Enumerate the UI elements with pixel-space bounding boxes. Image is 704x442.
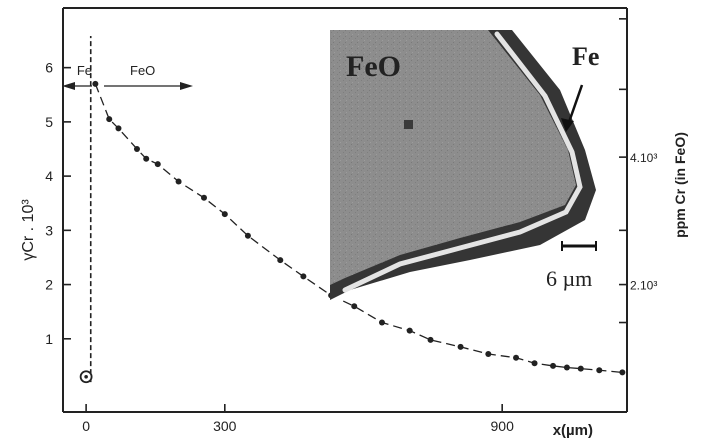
x-tick-label: 900 [491, 418, 515, 434]
fe-arrowhead [62, 82, 75, 90]
data-point [92, 80, 99, 87]
micrograph-inset: FeO Fe 6 µm [330, 30, 616, 300]
data-point [154, 161, 161, 168]
data-point [550, 362, 557, 369]
interface-point [79, 370, 93, 384]
data-point [221, 211, 228, 218]
y2-tick-label: 4.10³ [630, 151, 657, 165]
fe-metal-band [342, 31, 583, 293]
data-point [351, 303, 358, 310]
data-point [485, 350, 492, 357]
y-axis-title: γCr . 10³ [20, 199, 37, 261]
y-tick-label: 4 [45, 168, 53, 184]
tick-group [63, 18, 627, 412]
data-points [92, 80, 626, 376]
data-point [378, 319, 385, 326]
region-arrows [62, 82, 193, 90]
data-point [406, 327, 413, 334]
y-tick-label: 5 [45, 114, 53, 130]
data-point [244, 232, 251, 239]
data-point [133, 145, 140, 152]
data-point [175, 178, 182, 185]
data-point [106, 116, 113, 123]
data-point [513, 354, 520, 361]
feo-arrowhead [180, 82, 193, 90]
plot-axes [62, 7, 628, 413]
data-point [300, 273, 307, 280]
data-point [577, 365, 584, 372]
x-axis-title: x(µm) [553, 422, 593, 439]
data-point [457, 343, 464, 350]
data-point [201, 194, 207, 201]
interface-point-center [84, 374, 88, 379]
data-point [427, 336, 434, 343]
x-tick-label: 0 [82, 418, 90, 434]
inset-fe-pointer-head [561, 118, 574, 132]
tick-label-group: 0 300 900 1 2 3 4 5 6 2.10³ 4.10³ [45, 60, 657, 434]
y-tick-label: 2 [45, 277, 53, 293]
y-tick-label: 1 [45, 331, 53, 347]
scale-bar-label: 6 µm [546, 266, 592, 291]
inset-fe-label: Fe [572, 42, 599, 71]
y-tick-label: 3 [45, 222, 53, 238]
fit-curve [94, 83, 623, 374]
y2-axis-title: ppm Cr (in FeO) [672, 132, 688, 238]
feo-grain-texture [330, 30, 576, 285]
y2-tick-label: 2.10³ [630, 279, 657, 293]
data-point [563, 364, 570, 371]
feo-region-label: FeO [130, 63, 155, 78]
data-point [619, 369, 626, 376]
data-point [531, 360, 538, 367]
x-tick-label: 300 [213, 418, 237, 434]
data-point [596, 367, 603, 374]
inset-feo-label: FeO [346, 50, 401, 83]
data-point [115, 125, 122, 132]
inclusion-spot [404, 120, 413, 129]
inset-fe-pointer [566, 84, 584, 126]
fe-region-label: Fe [77, 63, 92, 78]
data-point [277, 257, 284, 264]
data-point [143, 155, 150, 162]
y-tick-label: 6 [45, 60, 53, 76]
